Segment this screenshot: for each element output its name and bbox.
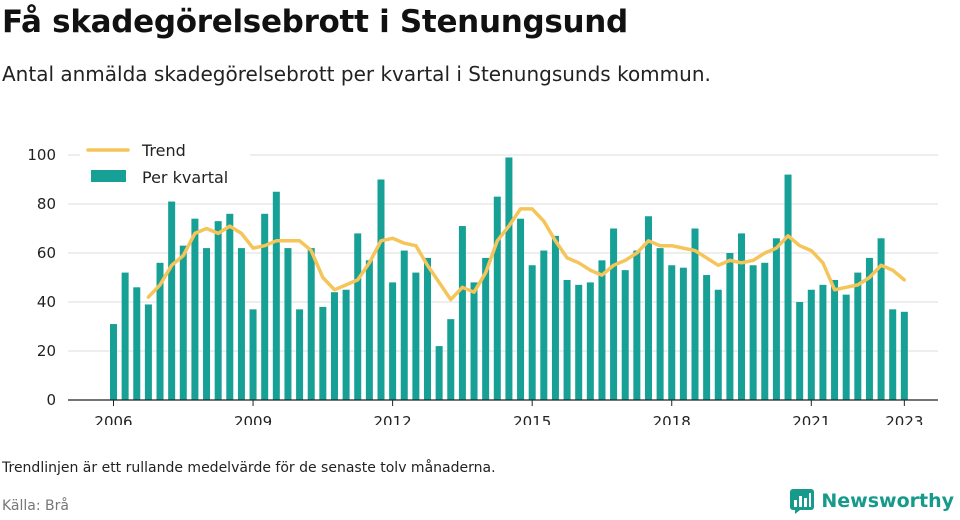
- bar: [505, 157, 513, 400]
- bar: [598, 260, 606, 400]
- y-tick-label: 40: [37, 293, 56, 311]
- bar: [156, 262, 164, 400]
- legend-bar-swatch: [91, 170, 126, 182]
- bar: [900, 311, 908, 400]
- bar: [610, 228, 618, 400]
- bar: [668, 265, 676, 400]
- bar: [435, 346, 443, 400]
- brand-name: Newsworthy: [821, 490, 954, 512]
- bar: [621, 270, 629, 400]
- bar: [424, 257, 432, 400]
- bar: [726, 253, 734, 400]
- x-tick-label: 2009: [234, 413, 272, 425]
- bar: [179, 245, 187, 400]
- bar: [214, 221, 222, 400]
- y-tick-label: 80: [37, 195, 56, 213]
- bar: [889, 309, 897, 400]
- legend-bar-label: Per kvartal: [142, 168, 228, 187]
- bar: [400, 250, 408, 400]
- bar: [191, 218, 199, 400]
- bar: [133, 287, 141, 400]
- bar: [447, 319, 455, 400]
- bar: [226, 213, 234, 400]
- bar: [714, 289, 722, 400]
- brand-logo: Newsworthy: [789, 488, 954, 514]
- bar: [738, 233, 746, 400]
- bar: [365, 260, 373, 400]
- chart-area: 0 20 40 60 80 100 2006 2009 2012 2015 2018 2021 2023…: [27, 136, 938, 425]
- bar: [482, 257, 490, 400]
- x-tick-label: 2006: [94, 413, 132, 425]
- bar: [458, 226, 466, 400]
- y-tick-label: 60: [37, 244, 56, 262]
- bar: [842, 294, 850, 400]
- bar: [877, 238, 885, 400]
- x-tick-label: 2021: [792, 413, 830, 425]
- bar: [528, 265, 536, 400]
- bar: [749, 265, 757, 400]
- bar: [865, 257, 873, 400]
- legend-background: [80, 136, 250, 192]
- bar: [703, 275, 711, 400]
- bar: [807, 289, 815, 400]
- bar: [237, 248, 245, 400]
- legend-trend-label: Trend: [141, 141, 186, 160]
- bar: [389, 282, 397, 400]
- bar: [377, 179, 385, 400]
- bar: [284, 248, 292, 400]
- bar: [272, 191, 280, 400]
- x-tick-label: 2012: [374, 413, 412, 425]
- bar: [772, 238, 780, 400]
- chart-subtitle: Antal anmälda skadegörelsebrott per kvar…: [2, 62, 711, 86]
- bar: [354, 233, 362, 400]
- bar: [831, 279, 839, 400]
- trend-note: Trendlinjen är ett rullande medelvärde f…: [2, 460, 496, 476]
- bar: [854, 272, 862, 400]
- bar: [796, 302, 804, 400]
- bar: [586, 282, 594, 400]
- bar: [249, 309, 257, 400]
- bar: [575, 284, 583, 400]
- bar: [470, 282, 478, 400]
- bar: [551, 235, 559, 400]
- bar: [121, 272, 129, 400]
- bar: [691, 228, 699, 400]
- bar: [633, 250, 641, 400]
- x-tick-label: 2018: [653, 413, 691, 425]
- bar: [168, 201, 176, 400]
- trend-line: [146, 207, 907, 302]
- y-tick-label: 0: [46, 391, 56, 409]
- bar: [784, 174, 792, 400]
- y-tick-label: 100: [27, 146, 56, 164]
- bar: [540, 250, 548, 400]
- bar: [493, 196, 501, 400]
- source-label: Källa: Brå: [2, 498, 69, 514]
- newsworthy-logo-icon: [790, 489, 815, 514]
- x-tick-label: 2015: [513, 413, 551, 425]
- bar: [110, 324, 117, 400]
- bar: [342, 289, 350, 400]
- bar: [203, 248, 211, 400]
- bar: [679, 267, 687, 400]
- bar: [563, 279, 571, 400]
- bar: [319, 306, 327, 400]
- chart-title: Få skadegörelsebrott i Stenungsund: [2, 4, 628, 40]
- bar: [644, 216, 652, 400]
- bar: [517, 218, 525, 400]
- bar: [330, 292, 338, 400]
- x-tick-label: 2023: [885, 413, 923, 425]
- bar: [144, 304, 152, 400]
- bar: [307, 248, 315, 400]
- bar: [656, 248, 664, 400]
- bar: [296, 309, 304, 400]
- bar: [412, 272, 420, 400]
- bar: [261, 213, 269, 400]
- bar: [761, 262, 769, 400]
- bar: [819, 284, 827, 400]
- y-tick-label: 20: [37, 342, 56, 360]
